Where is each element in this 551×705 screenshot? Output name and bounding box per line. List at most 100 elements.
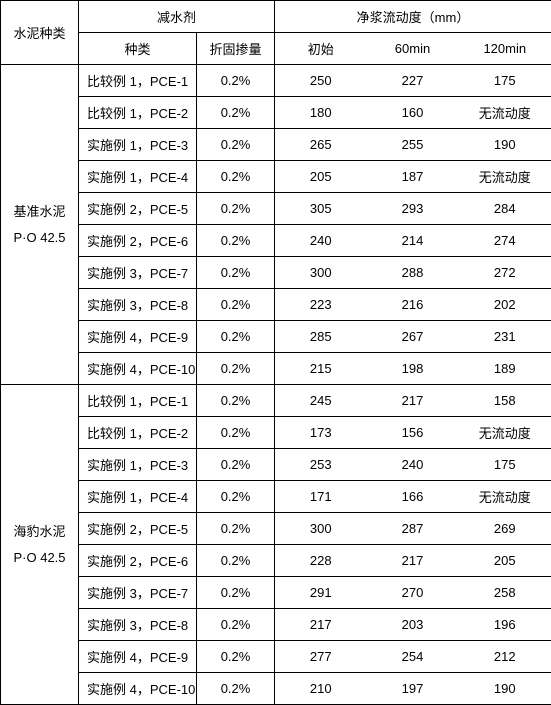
init-cell: 250 bbox=[275, 65, 367, 97]
table-row: 比较例 1，PCE-20.2%173156无流动度 bbox=[1, 417, 551, 449]
table-row: 比较例 1，PCE-20.2%180160无流动度 bbox=[1, 97, 551, 129]
t120-cell: 175 bbox=[459, 65, 551, 97]
t120-cell: 272 bbox=[459, 257, 551, 289]
t120-cell: 175 bbox=[459, 449, 551, 481]
t60-cell: 240 bbox=[367, 449, 459, 481]
dose-cell: 0.2% bbox=[197, 353, 275, 385]
t60-cell: 160 bbox=[367, 97, 459, 129]
t120-cell: 284 bbox=[459, 193, 551, 225]
init-cell: 265 bbox=[275, 129, 367, 161]
table-row: 海豹水泥P·O 42.5比较例 1，PCE-10.2%245217158 bbox=[1, 385, 551, 417]
t120-cell: 212 bbox=[459, 641, 551, 673]
t120-cell: 231 bbox=[459, 321, 551, 353]
init-cell: 240 bbox=[275, 225, 367, 257]
type-cell: 实施例 2，PCE-5 bbox=[79, 193, 197, 225]
dose-cell: 0.2% bbox=[197, 161, 275, 193]
t60-cell: 198 bbox=[367, 353, 459, 385]
type-cell: 实施例 1，PCE-4 bbox=[79, 161, 197, 193]
type-cell: 实施例 3，PCE-7 bbox=[79, 577, 197, 609]
table-header: 水泥种类 减水剂 净浆流动度（mm） 种类 折固掺量 初始 60min 120m… bbox=[1, 1, 551, 65]
type-cell: 实施例 4，PCE-9 bbox=[79, 641, 197, 673]
init-cell: 180 bbox=[275, 97, 367, 129]
table-row: 实施例 3，PCE-70.2%291270258 bbox=[1, 577, 551, 609]
dose-cell: 0.2% bbox=[197, 385, 275, 417]
table-row: 实施例 2，PCE-60.2%228217205 bbox=[1, 545, 551, 577]
t60-cell: 217 bbox=[367, 545, 459, 577]
table-row: 实施例 4，PCE-90.2%277254212 bbox=[1, 641, 551, 673]
t120-cell: 158 bbox=[459, 385, 551, 417]
type-cell: 比较例 1，PCE-1 bbox=[79, 385, 197, 417]
type-cell: 实施例 2，PCE-6 bbox=[79, 545, 197, 577]
init-cell: 277 bbox=[275, 641, 367, 673]
table-row: 实施例 3，PCE-80.2%217203196 bbox=[1, 609, 551, 641]
dose-cell: 0.2% bbox=[197, 321, 275, 353]
t60-cell: 203 bbox=[367, 609, 459, 641]
t120-cell: 202 bbox=[459, 289, 551, 321]
t60-cell: 287 bbox=[367, 513, 459, 545]
table-row: 实施例 2，PCE-50.2%300287269 bbox=[1, 513, 551, 545]
table-row: 实施例 1，PCE-40.2%171166无流动度 bbox=[1, 481, 551, 513]
init-cell: 300 bbox=[275, 513, 367, 545]
t60-cell: 255 bbox=[367, 129, 459, 161]
t120-cell: 258 bbox=[459, 577, 551, 609]
dose-cell: 0.2% bbox=[197, 129, 275, 161]
t60-cell: 267 bbox=[367, 321, 459, 353]
table-row: 实施例 3，PCE-70.2%300288272 bbox=[1, 257, 551, 289]
table-row: 实施例 1，PCE-30.2%253240175 bbox=[1, 449, 551, 481]
table-row: 实施例 2，PCE-50.2%305293284 bbox=[1, 193, 551, 225]
header-flow: 净浆流动度（mm） bbox=[275, 1, 551, 33]
dose-cell: 0.2% bbox=[197, 481, 275, 513]
header-type: 种类 bbox=[79, 33, 197, 65]
t120-cell: 274 bbox=[459, 225, 551, 257]
t120-cell: 196 bbox=[459, 609, 551, 641]
init-cell: 171 bbox=[275, 481, 367, 513]
init-cell: 217 bbox=[275, 609, 367, 641]
t60-cell: 214 bbox=[367, 225, 459, 257]
header-reducer: 减水剂 bbox=[79, 1, 275, 33]
table-row: 实施例 4，PCE-90.2%285267231 bbox=[1, 321, 551, 353]
table-row: 实施例 3，PCE-80.2%223216202 bbox=[1, 289, 551, 321]
init-cell: 285 bbox=[275, 321, 367, 353]
t120-cell: 189 bbox=[459, 353, 551, 385]
header-cement: 水泥种类 bbox=[1, 1, 79, 65]
dose-cell: 0.2% bbox=[197, 641, 275, 673]
dose-cell: 0.2% bbox=[197, 449, 275, 481]
dose-cell: 0.2% bbox=[197, 417, 275, 449]
t60-cell: 227 bbox=[367, 65, 459, 97]
type-cell: 实施例 2，PCE-6 bbox=[79, 225, 197, 257]
init-cell: 228 bbox=[275, 545, 367, 577]
dose-cell: 0.2% bbox=[197, 65, 275, 97]
type-cell: 比较例 1，PCE-2 bbox=[79, 417, 197, 449]
init-cell: 223 bbox=[275, 289, 367, 321]
header-120min: 120min bbox=[459, 33, 551, 65]
t120-cell: 无流动度 bbox=[459, 481, 551, 513]
dose-cell: 0.2% bbox=[197, 609, 275, 641]
table-row: 实施例 1，PCE-40.2%205187无流动度 bbox=[1, 161, 551, 193]
dose-cell: 0.2% bbox=[197, 289, 275, 321]
cement-cell: 海豹水泥P·O 42.5 bbox=[1, 385, 79, 705]
t60-cell: 288 bbox=[367, 257, 459, 289]
dose-cell: 0.2% bbox=[197, 257, 275, 289]
type-cell: 实施例 1，PCE-4 bbox=[79, 481, 197, 513]
table-row: 实施例 1，PCE-30.2%265255190 bbox=[1, 129, 551, 161]
init-cell: 291 bbox=[275, 577, 367, 609]
t60-cell: 254 bbox=[367, 641, 459, 673]
t120-cell: 无流动度 bbox=[459, 161, 551, 193]
init-cell: 300 bbox=[275, 257, 367, 289]
data-table: 水泥种类 减水剂 净浆流动度（mm） 种类 折固掺量 初始 60min 120m… bbox=[0, 0, 551, 705]
init-cell: 253 bbox=[275, 449, 367, 481]
dose-cell: 0.2% bbox=[197, 545, 275, 577]
dose-cell: 0.2% bbox=[197, 225, 275, 257]
table-row: 基准水泥P·O 42.5比较例 1，PCE-10.2%250227175 bbox=[1, 65, 551, 97]
t60-cell: 156 bbox=[367, 417, 459, 449]
dose-cell: 0.2% bbox=[197, 577, 275, 609]
t120-cell: 无流动度 bbox=[459, 417, 551, 449]
type-cell: 实施例 4，PCE-9 bbox=[79, 321, 197, 353]
type-cell: 实施例 3，PCE-8 bbox=[79, 609, 197, 641]
t60-cell: 217 bbox=[367, 385, 459, 417]
init-cell: 245 bbox=[275, 385, 367, 417]
t60-cell: 216 bbox=[367, 289, 459, 321]
t60-cell: 166 bbox=[367, 481, 459, 513]
t120-cell: 205 bbox=[459, 545, 551, 577]
t60-cell: 270 bbox=[367, 577, 459, 609]
